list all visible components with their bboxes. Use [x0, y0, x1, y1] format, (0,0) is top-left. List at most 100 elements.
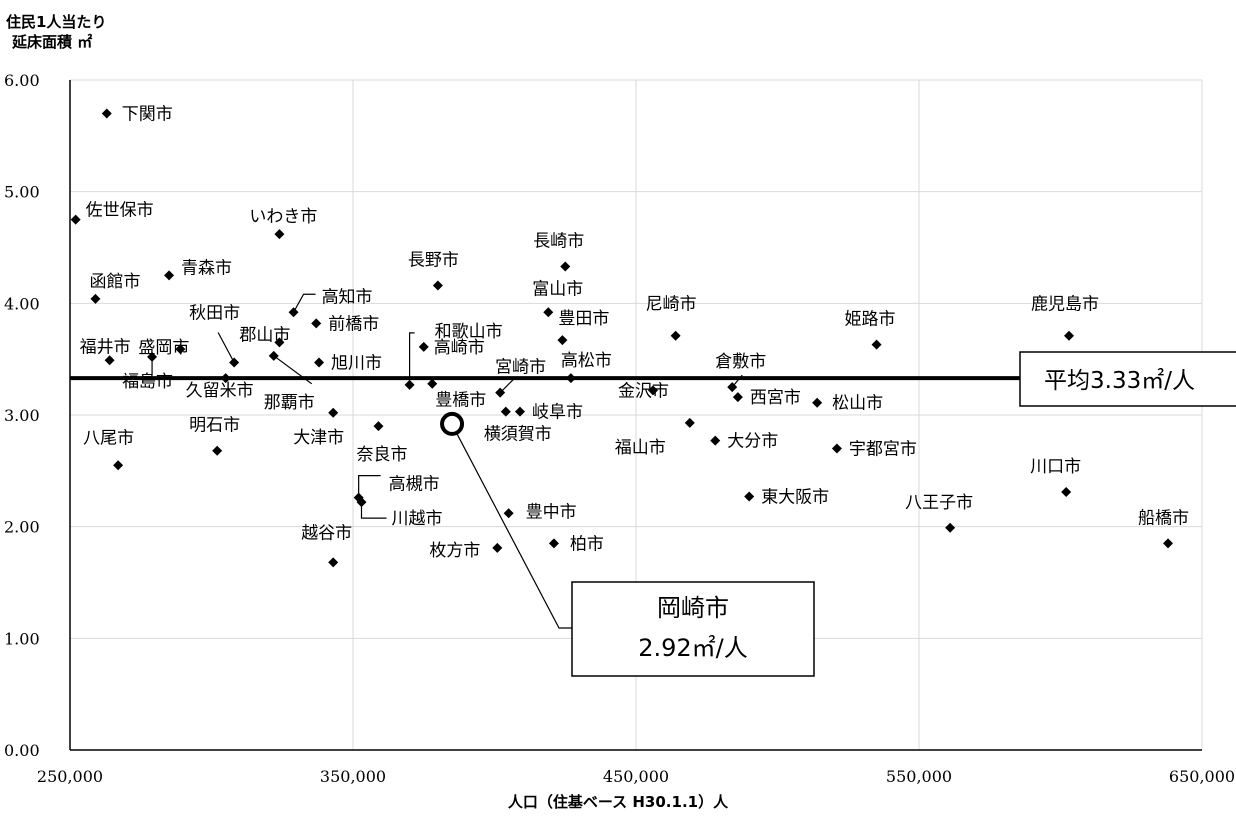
data-point: [418, 341, 429, 352]
data-point: [548, 538, 559, 549]
data-point: [727, 382, 738, 393]
data-point: [812, 397, 823, 408]
leader-line: [293, 293, 316, 313]
data-point: [101, 108, 112, 119]
data-point-label: 姫路市: [845, 310, 896, 330]
data-point-label: 大分市: [727, 432, 778, 452]
data-point-label: 八王子市: [905, 493, 973, 513]
data-point-label: 青森市: [181, 258, 232, 278]
data-point-label: 尼崎市: [646, 295, 697, 315]
data-point-label: 奈良市: [356, 445, 407, 465]
data-point-label: 八尾市: [83, 428, 134, 448]
data-point-label: 福山市: [615, 438, 666, 458]
data-point-label: 秋田市: [189, 304, 240, 324]
data-point: [311, 318, 322, 329]
data-point: [514, 406, 525, 417]
callout-box: [571, 581, 815, 677]
data-point-label: 那覇市: [264, 393, 315, 413]
data-point-label: 福井市: [80, 337, 131, 357]
callout-text: 岡崎市: [657, 594, 729, 622]
data-point-label: 松山市: [832, 394, 883, 414]
data-point: [268, 350, 279, 361]
data-point: [212, 445, 223, 456]
data-point: [710, 435, 721, 446]
x-tick-label: 450,000: [603, 767, 669, 786]
data-point-label: 明石市: [189, 416, 240, 436]
data-point: [543, 307, 554, 318]
data-point: [104, 355, 115, 366]
data-point: [684, 417, 695, 428]
data-point: [328, 407, 339, 418]
data-point: [229, 357, 240, 368]
callout-text: 2.92㎡/人: [638, 634, 748, 662]
leader-line: [217, 332, 235, 363]
data-point: [220, 373, 231, 384]
y-tick-label: 4.00: [4, 294, 40, 313]
data-point-label: 豊田市: [558, 309, 609, 329]
data-point-label: いわき市: [249, 207, 317, 227]
data-point-label: 久留米市: [186, 381, 254, 401]
data-point: [432, 280, 443, 291]
y-tick-label: 3.00: [4, 406, 40, 425]
y-tick-label: 1.00: [4, 629, 40, 648]
data-point: [164, 270, 175, 281]
data-point-label: 柏市: [570, 534, 604, 554]
y-tick-label: 6.00: [4, 71, 40, 90]
data-point: [113, 460, 124, 471]
data-point: [647, 385, 658, 396]
x-tick-label: 650,000: [1169, 767, 1235, 786]
data-point: [1063, 330, 1074, 341]
average-label: 平均3.33㎡/人: [1044, 368, 1195, 394]
data-point-label: 横須賀市: [484, 425, 552, 445]
data-point: [147, 351, 158, 362]
x-tick-label: 350,000: [320, 767, 386, 786]
y-tick-label: 2.00: [4, 518, 40, 537]
y-axis-title-line-2: 延床面積 ㎡: [12, 33, 93, 51]
data-point: [427, 378, 438, 389]
data-point: [560, 261, 571, 272]
data-point-label: 鹿児島市: [1031, 295, 1099, 315]
data-point-label: 盛岡市: [138, 338, 189, 358]
leader-line: [273, 355, 313, 385]
data-point: [1163, 538, 1174, 549]
data-point-label: 豊橋市: [435, 391, 486, 411]
data-point: [557, 335, 568, 346]
highlight-circle: [440, 411, 465, 436]
data-point: [1061, 487, 1072, 498]
data-point: [500, 406, 511, 417]
data-point-label: 倉敷市: [715, 352, 766, 372]
data-point: [70, 214, 81, 225]
data-point-label: 富山市: [532, 279, 583, 299]
average-label-box: [1019, 351, 1236, 407]
data-point: [175, 344, 186, 355]
data-point: [274, 229, 285, 240]
data-point-label: 豊中市: [526, 502, 577, 522]
x-tick-label: 550,000: [886, 767, 952, 786]
callout-leader: [456, 433, 572, 629]
data-point-label: 川越市: [391, 509, 442, 529]
data-point-label: 下関市: [122, 105, 173, 125]
data-point-label: 高崎市: [434, 338, 485, 358]
y-tick-label: 5.00: [4, 183, 40, 202]
data-point-label: 高松市: [561, 351, 612, 371]
data-point: [288, 307, 299, 318]
data-point-label: 福島市: [122, 372, 173, 392]
data-point-label: 川口市: [1030, 457, 1081, 477]
data-point-label: 郡山市: [239, 325, 290, 345]
data-point-label: 越谷市: [301, 523, 352, 543]
data-point: [670, 330, 681, 341]
data-point: [495, 387, 506, 398]
data-point-label: 高槻市: [389, 475, 440, 495]
leader-line: [409, 332, 415, 385]
data-point: [565, 373, 576, 384]
data-point: [314, 357, 325, 368]
data-point: [356, 497, 367, 508]
data-point: [732, 392, 743, 403]
x-tick-label: 250,000: [37, 767, 103, 786]
data-point-label: 大津市: [293, 428, 344, 448]
data-point: [373, 421, 384, 432]
y-axis-title-line-1: 住民1人当たり: [6, 13, 107, 31]
data-point-label: 旭川市: [331, 354, 382, 374]
data-point: [90, 293, 101, 304]
